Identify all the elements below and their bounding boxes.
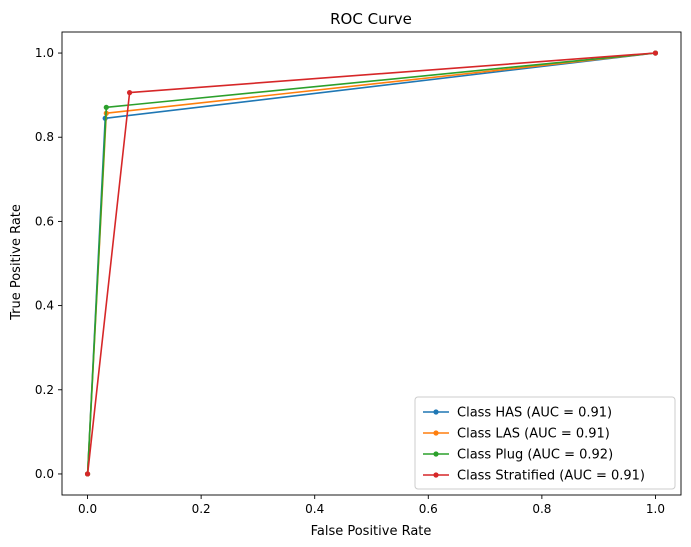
x-tick-label: 0.0 [78,502,97,516]
plot-frame [61,31,682,496]
chart-title: ROC Curve [330,10,412,28]
x-axis-title: False Positive Rate [311,524,432,539]
legend-label: Class LAS (AUC = 0.91) [457,427,610,442]
legend-marker [433,430,439,436]
y-axis-title: True Positive Rate [9,204,24,321]
data-point [84,471,91,477]
legend-marker [433,472,439,478]
y-tick-label: 0.4 [35,299,54,313]
data-point [652,50,659,56]
legend-marker [433,451,439,457]
legend-label: Class Stratified (AUC = 0.91) [457,469,645,484]
x-tick-label: 1.0 [646,502,665,516]
legend-label: Class HAS (AUC = 0.91) [457,406,612,421]
y-tick-label: 0.8 [35,130,54,144]
x-tick-label: 0.6 [419,502,438,516]
plot-area: 0.0 0.2 0.4 0.6 0.8 1.0 0.0 0.2 0.4 0.6 0.8 1.0 [35,31,682,516]
y-tick-label: 0.2 [35,383,54,397]
data-point [103,104,109,110]
x-tick-label: 0.8 [532,502,551,516]
data-point [126,90,133,96]
x-tick-label: 0.4 [305,502,324,516]
legend-marker [433,409,439,415]
legend-label: Class Plug (AUC = 0.92) [457,448,613,463]
y-tick-label: 0.6 [35,214,54,228]
y-tick-label: 0.0 [35,467,54,481]
y-tick-label: 1.0 [35,46,54,60]
x-tick-label: 0.2 [192,502,211,516]
legend-box [414,396,676,490]
legend: Class HAS (AUC = 0.91) Class LAS (AUC = 0… [414,396,676,490]
